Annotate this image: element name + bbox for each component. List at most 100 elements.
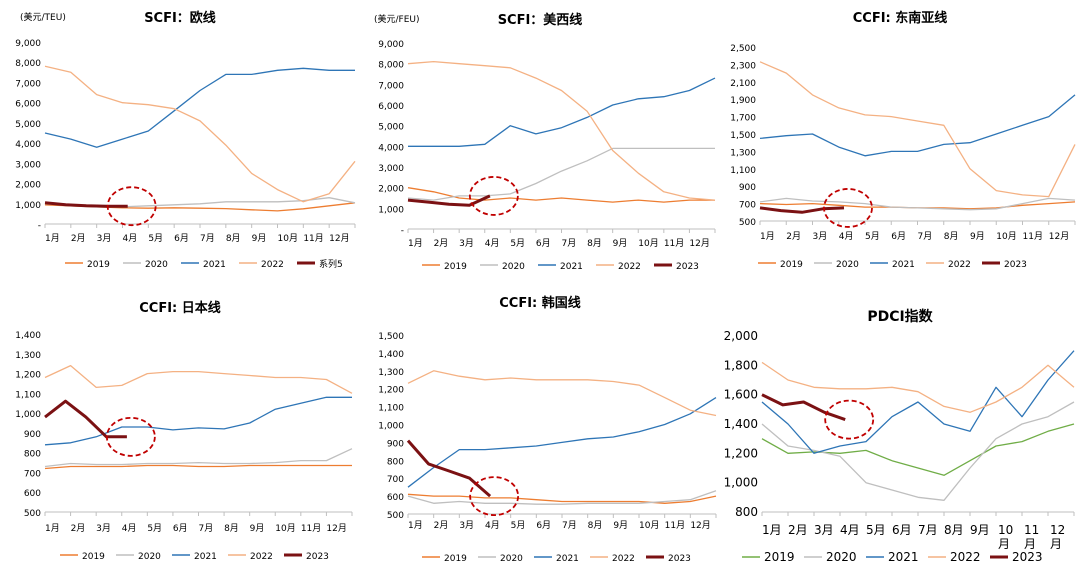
series-line-2023 — [406, 439, 492, 498]
y-tick-label: 600 — [24, 489, 41, 499]
x-tick-label: 6月 — [536, 238, 551, 249]
chart-title: CCFI: 日本线 — [139, 300, 221, 316]
y-tick-label: 6,000 — [378, 102, 404, 112]
y-tick-label: 1,000 — [15, 410, 41, 420]
series-line-2022 — [761, 361, 1075, 413]
highlight-circle — [468, 176, 519, 216]
legend-label: 2022 — [950, 550, 981, 564]
x-tick-label: 6月 — [536, 520, 551, 531]
x-tick-label: 9月 — [613, 238, 628, 249]
series-line-2020 — [407, 490, 717, 505]
y-tick-label: 1,300 — [378, 368, 404, 378]
x-tick-label: 6月 — [173, 523, 188, 534]
series-line-2020 — [407, 147, 715, 201]
x-tick-label: 11月 — [303, 233, 323, 244]
y-tick-label: 1,000 — [378, 422, 404, 432]
y-tick-label: 2,000 — [15, 181, 41, 191]
legend-label: 2023 — [1004, 260, 1027, 270]
x-tick-label: 11月 — [664, 238, 684, 249]
legend-label: 2020 — [500, 554, 523, 564]
highlight-circle — [823, 188, 873, 228]
y-tick-label: 1,300 — [15, 351, 41, 361]
series-line-2019 — [407, 187, 715, 203]
x-tick-label: 7月 — [918, 231, 933, 242]
x-tick-label: 5月 — [866, 523, 886, 537]
y-tick-label: 1,200 — [15, 371, 41, 381]
y-tick-label: 700 — [387, 475, 404, 485]
y-tick-label: 2,100 — [730, 79, 756, 89]
chart-scfi-europe: SCFI：欧线 (美元/TEU) 9,000 8,000 7,000 6,000 5,000… — [15, 10, 356, 270]
x-tick-label: 9月 — [250, 523, 265, 534]
y-tick-label: 6,000 — [15, 100, 41, 110]
x-tick-label: 7月 — [199, 523, 214, 534]
legend-label: 2022 — [612, 554, 635, 564]
y-tick-label: 1,000 — [378, 205, 404, 215]
legend-label: 2022 — [618, 262, 641, 272]
x-tick-label: 10月 — [639, 520, 659, 531]
x-tick-label: 4月 — [485, 520, 500, 531]
y-tick-label: 700 — [739, 201, 756, 211]
unit-label: (美元/TEU) — [20, 11, 66, 23]
x-tick-label: 3月 — [814, 523, 834, 537]
series-line-2023 — [759, 206, 845, 214]
series-line-2023 — [761, 393, 846, 422]
series-line-2021 — [44, 67, 355, 148]
x-tick-label: 2月 — [71, 233, 86, 244]
x-tick-label: 2月 — [434, 520, 449, 531]
y-tick-label: 800 — [387, 457, 404, 467]
x-tick-label: 1月 — [408, 520, 423, 531]
y-tick-label: 500 — [739, 218, 756, 228]
highlight-circle — [469, 476, 520, 517]
series-line-2021 — [408, 77, 716, 147]
y-tick-label: 1,500 — [378, 332, 404, 342]
legend-label: 2021 — [194, 552, 217, 562]
legend-label: 2019 — [764, 550, 795, 564]
unit-label: (美元/FEU) — [374, 13, 420, 25]
legend-label: 2019 — [87, 260, 110, 270]
y-tick-label: 5,000 — [15, 120, 41, 130]
x-tick-label: 3月 — [97, 233, 112, 244]
x-tick-label: 10月 — [278, 233, 298, 244]
x-tick-label: 12月 — [1049, 231, 1069, 242]
y-tick-label: 2,300 — [730, 61, 756, 71]
y-tick-label: 1,200 — [378, 386, 404, 396]
y-tick-label: 1,900 — [730, 96, 756, 106]
y-tick-label: 3,000 — [15, 160, 41, 170]
series-line-2020 — [44, 448, 353, 468]
series-line-2019 — [407, 493, 717, 504]
x-tick-label: 7月 — [562, 238, 577, 249]
legend-label: 2020 — [145, 260, 168, 270]
y-tick-label: 7,000 — [378, 81, 404, 91]
x-tick-label: 7月 — [562, 520, 577, 531]
x-tick-label: 2月 — [71, 523, 86, 534]
x-tick-label: 9月 — [970, 523, 990, 537]
series-line-2021 — [759, 94, 1076, 157]
y-tick-label: 900 — [387, 439, 404, 449]
chart-title: CCFI: 东南亚线 — [853, 10, 948, 26]
x-tick-label: 12月 — [689, 238, 709, 249]
legend-label: 2023 — [306, 552, 329, 562]
chart-title: PDCI指数 — [867, 308, 933, 325]
chart-scfi-uswest: SCFI：美西线 (美元/FEU) 9,000 8,000 7,000 6,000 5,00… — [374, 12, 716, 272]
x-tick-label: 1月 — [45, 233, 60, 244]
legend-label: 2021 — [203, 260, 226, 270]
chart-title: CCFI: 韩国线 — [499, 295, 581, 311]
legend-label: 2019 — [444, 554, 467, 564]
legend-label: 2020 — [138, 552, 161, 562]
highlight-circle — [105, 416, 156, 457]
x-tick-label: 3月 — [459, 520, 474, 531]
legend-label: 2023 — [668, 554, 691, 564]
series-line-2022 — [44, 364, 353, 394]
legend-label: 2020 — [502, 262, 525, 272]
series-line-2023 — [407, 194, 491, 207]
x-tick-label: 11月 — [1023, 231, 1043, 242]
series-line-2022 — [407, 60, 716, 201]
y-tick-label: 1,600 — [724, 388, 758, 402]
y-tick-label: 1,700 — [730, 114, 756, 124]
highlight-circle — [106, 186, 157, 227]
y-tick-label: 7,000 — [15, 79, 41, 89]
x-tick-label: 12月 — [329, 233, 349, 244]
x-tick-label: 8月 — [224, 523, 239, 534]
series-line--5 — [44, 201, 128, 208]
